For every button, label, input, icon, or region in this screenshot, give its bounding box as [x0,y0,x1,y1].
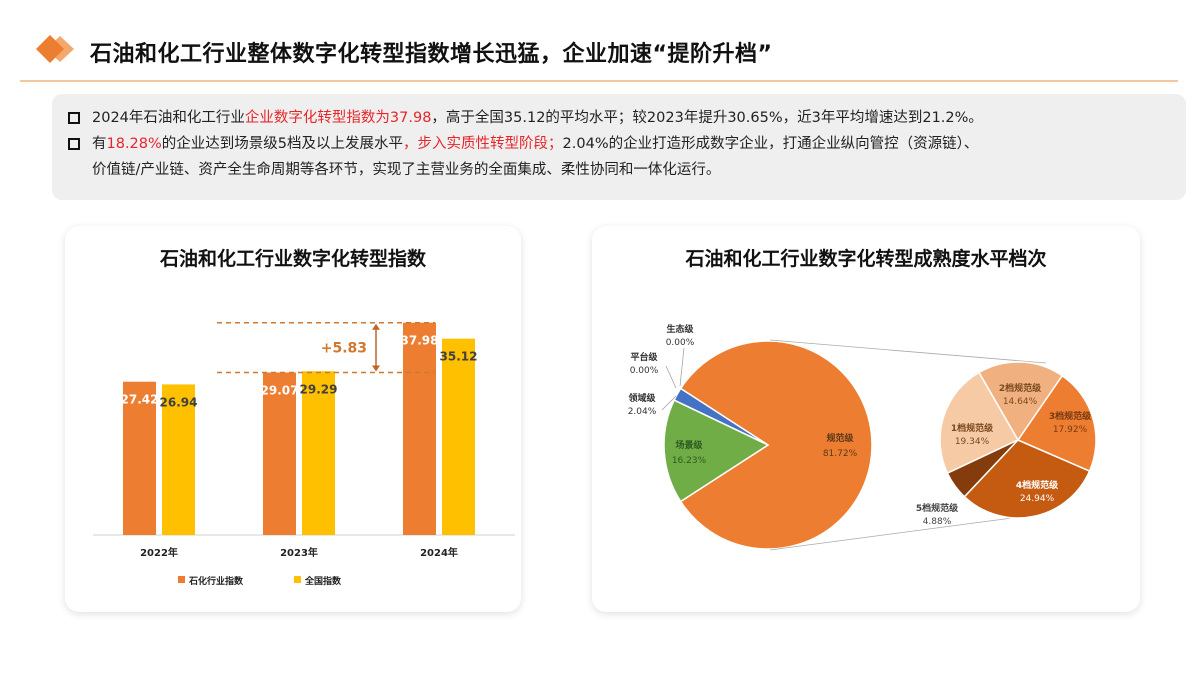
highlight-text: 18.28% [106,136,162,152]
leader-line [661,395,677,411]
summary-box: 2024年石油和化工行业企业数字化转型指数为37.98，高于全国35.12的平均… [52,94,1186,200]
legend-label: 全国指数 [304,575,342,587]
leader-line [665,365,677,389]
slice-value: 17.92% [1053,425,1088,435]
square-bullet-icon [68,112,80,124]
text: 的企业达到场景级5档及以上发展水平 [161,136,404,152]
data-label: 35.12 [440,350,478,364]
arrow-head [372,323,380,330]
bar-chart-title: 石油和化工行业数字化转型指数 [159,248,426,270]
text: 2.04%的企业打造形成数字企业，打通企业纵向管控（资源链）、 [562,136,979,152]
text: 有 [92,136,107,152]
data-label: 29.07 [261,383,299,397]
bar-industry [263,372,296,535]
slice-label: 2档规范级 [999,382,1042,394]
pie-chart-card: 石油和化工行业数字化转型成熟度水平档次 规范级 81.72% 场景级 16.23% 领域… [592,226,1140,612]
slice-value: 14.64% [1003,397,1038,407]
slice-label: 3档规范级 [1049,410,1092,422]
slice-label: 平台级 [630,351,658,363]
pie-chart: 规范级 81.72% 场景级 16.23% 领域级 2.04% 平台级 0.00% 生态级 0.0… [628,323,1097,551]
summary-item: 有18.28%的企业达到场景级5档及以上发展水平，步入实质性转型阶段；2.04%… [68,131,1170,157]
legend-swatch [178,576,185,583]
data-label: 26.94 [160,395,198,409]
difference-label: +5.83 [321,341,367,357]
slice-value: 19.34% [955,437,990,447]
data-label: 29.29 [300,382,338,396]
bar-chart: 27.42 26.94 2022年 29.07 29.29 2023年 37.9835.12… [93,321,515,587]
bar-industry [403,322,436,535]
slice-value: 2.04% [628,407,657,417]
highlight-text: 企业数字化转型指数为37.98 [244,110,432,126]
bar-national [162,384,195,535]
highlight-text: ，步入实质性转型阶段； [403,136,563,152]
pie-slice [679,340,873,550]
slice-label: 场景级 [675,439,703,451]
slice-label: 领域级 [628,392,656,404]
connector-line [769,339,1047,364]
slice-value: 81.72% [823,449,858,459]
text: 2024年石油和化工行业 [92,110,245,126]
bar-industry [123,381,156,535]
summary-continuation: 价值链/产业链、资产全生命周期等各环节，实现了主营业务的全面集成、柔性协同和一体… [92,162,721,178]
x-tick-label: 2023年 [280,546,318,559]
pie-chart-title: 石油和化工行业数字化转型成熟度水平档次 [685,248,1047,270]
bar-chart-card: 石油和化工行业数字化转型指数 27.42 26.94 2022年 29.07 29.29… [65,226,521,612]
x-tick-label: 2024年 [420,546,458,559]
data-label: 37.98 [401,334,439,348]
slice-value: 0.00% [630,366,659,376]
leader-line [679,347,685,387]
slice-value: 4.88% [923,517,952,527]
slice-label: 1档规范级 [951,422,994,434]
breakdown-slice [1016,374,1097,473]
x-tick-label: 2022年 [140,546,178,559]
orange-diamond-icon [36,35,74,63]
slice-label: 生态级 [666,323,694,335]
slice-value: 16.23% [672,456,707,466]
text: ，高于全国35.12的平均水平；较2023年提升30.65%，近3年平均增速达到… [431,110,983,126]
square-bullet-icon [68,138,80,150]
data-label: 27.42 [121,393,159,407]
slice-label: 规范级 [826,432,854,444]
slice-value: 0.00% [666,338,695,348]
slice-value: 24.94% [1020,494,1055,504]
breakdown-slice [963,439,1091,519]
bar-national [302,371,335,535]
arrow-head [372,365,380,372]
bar-national [442,338,475,535]
pie-slice [663,399,770,503]
page-title: 石油和化工行业整体数字化转型指数增长迅猛，企业加速“提阶升档” [90,42,773,67]
legend-label: 石化行业指数 [188,575,244,587]
summary-item: 2024年石油和化工行业企业数字化转型指数为37.98，高于全国35.12的平均… [68,105,1170,131]
title-divider [20,80,1178,82]
legend-swatch [294,576,301,583]
connector-line [769,517,1013,551]
slice-label: 4档规范级 [1016,479,1059,491]
breakdown-slice [977,361,1064,442]
slice-label: 5档规范级 [916,502,959,514]
breakdown-slice [939,371,1020,475]
